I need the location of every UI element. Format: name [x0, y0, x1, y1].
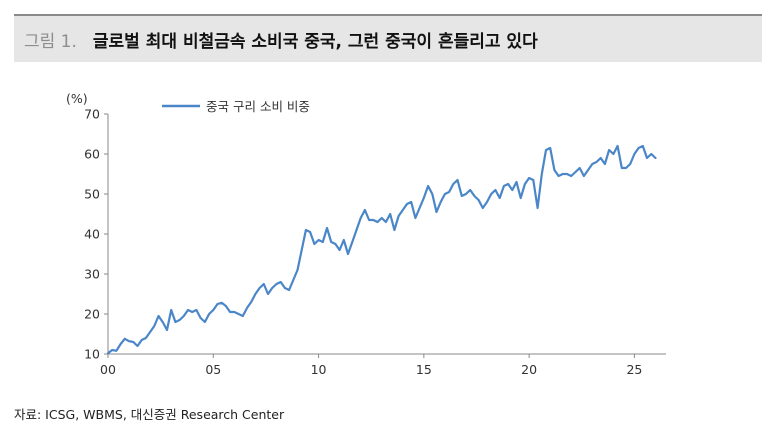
- y-tick-label: 10: [84, 347, 100, 362]
- y-tick-label: 50: [84, 187, 100, 202]
- y-tick-label: 40: [84, 227, 100, 242]
- x-tick-label: 05: [205, 362, 221, 377]
- x-tick-label: 00: [100, 362, 116, 377]
- y-tick-label: 60: [84, 147, 100, 162]
- figure-label: 그림 1.: [24, 31, 77, 52]
- y-tick-label: 30: [84, 267, 100, 282]
- top-rule: [14, 14, 762, 16]
- series-line: [106, 144, 657, 355]
- y-axis-unit-label: (%): [66, 91, 88, 106]
- x-tick-label: 10: [311, 362, 327, 377]
- x-axis: 00 05 10 15 20 25: [100, 353, 666, 377]
- figure-header: 그림 1. 글로벌 최대 비철금속 소비국 중국, 그런 중국이 흔들리고 있다: [14, 16, 762, 62]
- legend-label: 중국 구리 소비 비중: [206, 99, 310, 114]
- series-group: [106, 144, 657, 355]
- x-tick-label: 25: [626, 362, 642, 377]
- legend: 중국 구리 소비 비중: [162, 99, 310, 114]
- y-axis: 10 20 30 40 50 60 70: [84, 107, 109, 362]
- figure-title: 글로벌 최대 비철금속 소비국 중국, 그런 중국이 흔들리고 있다: [92, 31, 538, 52]
- y-tick-label: 20: [84, 307, 100, 322]
- y-tick-label: 70: [84, 107, 100, 122]
- x-tick-label: 15: [416, 362, 432, 377]
- x-tick-label: 20: [521, 362, 537, 377]
- source-note: 자료: ICSG, WBMS, 대신증권 Research Center: [14, 407, 285, 422]
